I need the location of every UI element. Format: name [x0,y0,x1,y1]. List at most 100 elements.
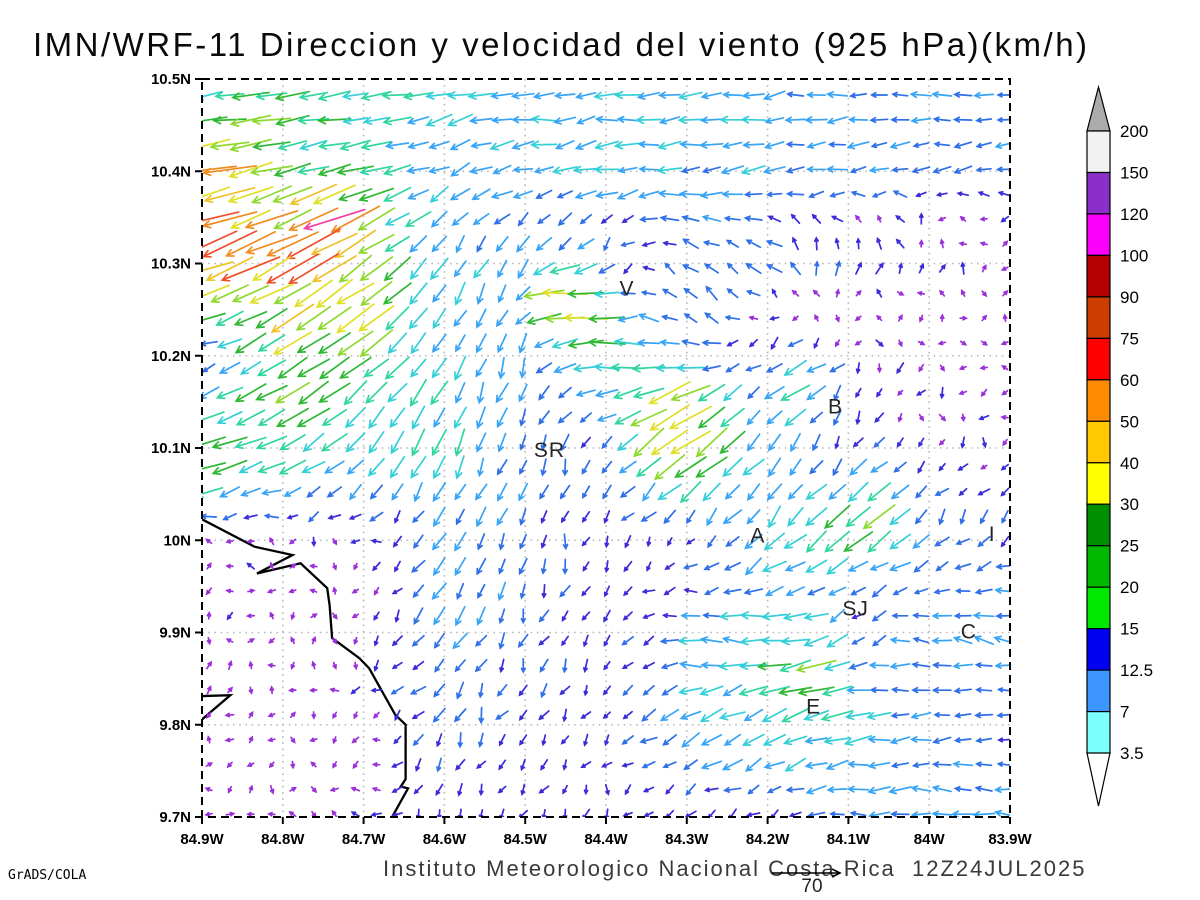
wind-arrow [227,686,234,694]
wind-arrow [953,612,972,619]
wind-arrow [686,509,696,525]
wind-arrow [912,636,930,644]
wind-arrow [257,461,286,474]
wind-arrow [498,733,506,747]
wind-arrow [273,162,312,178]
wind-arrow [409,235,428,253]
wind-arrow [518,332,528,355]
wind-arrow [286,514,299,520]
wind-arrow [541,288,588,298]
wind-arrow [551,338,579,349]
wind-arrow [331,809,338,817]
wind-arrow [225,811,236,817]
wind-arrow [678,140,702,148]
wind-arrow [256,359,287,377]
wind-arrow [562,558,568,575]
wind-arrow [603,585,611,598]
wind-arrow [862,504,896,530]
wind-arrow [996,761,1010,767]
wind-arrow [410,332,427,355]
wind-arrow [718,711,746,721]
colorbar-label: 90 [1120,288,1139,307]
wind-arrow [677,115,704,125]
wind-arrow [614,90,641,100]
wind-arrow [413,607,424,626]
wind-arrow [849,458,868,476]
wind-arrow [780,384,811,401]
wind-arrow [1000,340,1009,346]
wind-arrow [309,737,318,743]
colorbar-segment [1086,337,1111,381]
wind-arrow [562,759,568,771]
wind-arrow [890,484,910,500]
wind-arrow [298,91,329,101]
wind-arrow [360,280,393,307]
wind-arrow [371,762,381,768]
lon-tick-label: 84.7W [342,831,386,848]
wind-arrow [382,164,412,176]
wind-arrow [659,708,680,722]
wind-arrow [684,810,697,817]
wind-arrow [267,737,276,743]
wind-arrow [918,437,925,448]
wind-arrow [843,735,873,746]
wind-arrow [974,588,993,595]
wind-arrow [251,185,292,204]
wind-arrow [433,683,446,698]
wind-arrow [249,165,294,176]
wind-arrow [662,761,677,769]
wind-arrow [266,253,319,284]
wind-arrow [932,116,951,123]
wind-arrow [869,686,889,694]
wind-arrow [560,735,570,745]
wind-arrow [722,786,742,793]
coastline-peninsula [202,693,234,721]
wind-arrow [468,116,493,125]
wind-arrow [616,115,639,123]
wind-arrow [994,587,1010,594]
wind-arrow [433,506,446,528]
wind-arrow [560,433,570,452]
wind-arrow [598,263,616,274]
wind-arrow [960,289,966,297]
wind-arrow [321,408,348,427]
wind-arrow [215,386,244,400]
city-label-e: E [806,695,821,718]
wind-arrow [557,386,572,399]
wind-arrow [594,140,620,151]
wind-arrow [563,313,609,322]
wind-arrow [876,236,883,250]
wind-arrow [593,362,621,372]
wind-arrow [520,658,526,674]
wind-arrow [519,583,526,600]
wind-arrow [722,384,743,402]
wind-arrow [455,508,465,526]
wind-arrow [867,786,891,795]
wind-arrow [251,141,291,151]
wind-arrow [497,259,508,279]
colorbar-label: 150 [1120,164,1148,183]
wind-arrow [574,190,597,200]
wind-arrow [959,215,967,222]
wind-arrow [497,581,507,602]
wind-arrow [721,758,743,771]
wind-arrow [633,427,665,458]
wind-arrow [910,811,931,817]
wind-arrow [453,309,468,328]
wind-arrow [995,612,1010,620]
wind-arrow [553,362,577,374]
wind-arrow [516,235,531,253]
colorbar-label: 75 [1120,329,1139,348]
wind-arrow [911,166,931,174]
wind-arrow [787,506,804,527]
wind-arrow [309,563,318,569]
wind-arrow [918,238,924,248]
wind-arrow [938,413,947,422]
lat-tick-label: 10.1N [151,440,191,457]
wind-arrow [317,141,351,150]
wind-arrow [225,638,234,643]
wind-arrow [938,439,946,446]
wind-arrow [935,561,949,572]
wind-arrow [747,386,760,400]
